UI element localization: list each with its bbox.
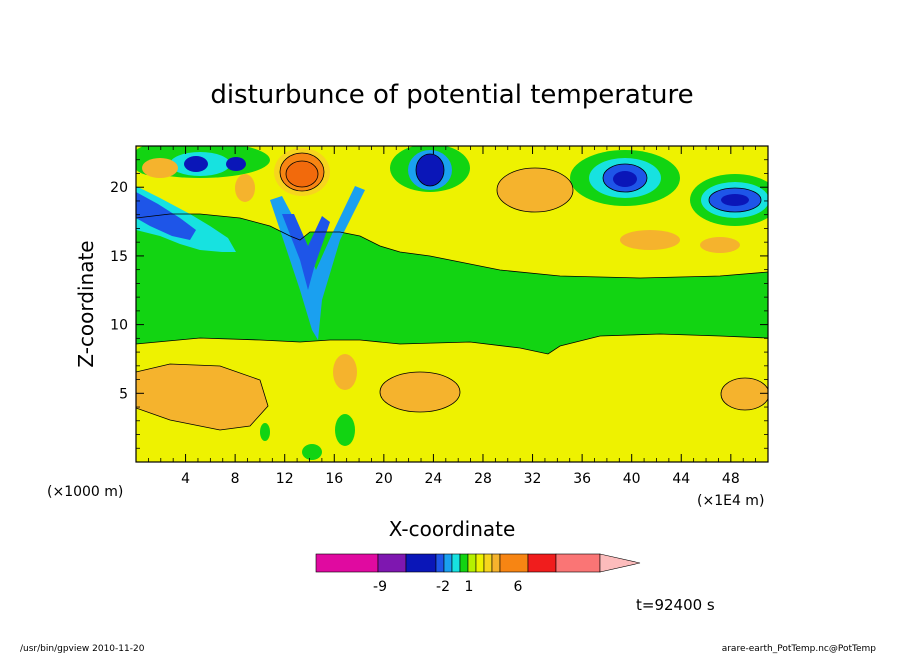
- x-tick-label: 24: [424, 471, 442, 487]
- x-axis: 4 8 12 16 20 24 28 32 36 40 44 48: [147, 146, 757, 487]
- colorbar-swatch: [459, 553, 469, 573]
- colorbar-swatch: [555, 553, 601, 573]
- colorbar-swatch: [451, 553, 461, 573]
- x-tick-label: 44: [672, 471, 690, 487]
- x-tick-label: 28: [474, 471, 492, 487]
- y-axis: 5 10 15 20: [110, 159, 768, 449]
- x-tick-label: 48: [722, 471, 740, 487]
- colorbar-swatch: [405, 553, 437, 573]
- warm-blob-lower-left: [136, 364, 268, 430]
- x-tick-label: 16: [325, 471, 343, 487]
- y-axis-label: Z-coordinate: [74, 240, 98, 367]
- footer-left: /usr/bin/gpview 2010-11-20: [20, 644, 145, 654]
- x-unit-right: (×1E4 m): [697, 493, 764, 509]
- time-label: t=92400 s: [636, 596, 715, 614]
- colorbar-label: -2: [436, 579, 450, 595]
- colorbar-swatch: [491, 553, 501, 573]
- cyan-region-left: [136, 186, 236, 252]
- colorbar-label: 6: [514, 579, 523, 595]
- colorbar-swatch: [467, 553, 477, 573]
- x-tick-label: 8: [231, 471, 240, 487]
- y-tick-label: 15: [110, 249, 128, 265]
- colorbar-swatch: [377, 553, 407, 573]
- x-tick-label: 32: [524, 471, 542, 487]
- y-tick-label: 20: [110, 180, 128, 196]
- x-tick-label: 4: [181, 471, 190, 487]
- plot-frame: [135, 145, 769, 463]
- contour-lines: [136, 152, 768, 431]
- colorbar-swatch: [435, 553, 445, 573]
- colorbar-swatch: [483, 553, 493, 573]
- x-axis-label: X-coordinate: [389, 517, 516, 541]
- colorbar-label: -9: [373, 579, 387, 595]
- colorbar-swatch: [443, 553, 453, 573]
- x-unit-left: (×1000 m): [47, 484, 123, 500]
- colorbar-swatch: [315, 553, 379, 573]
- chart-title: disturbunce of potential temperature: [210, 80, 693, 110]
- plot-area: [136, 146, 768, 462]
- x-tick-label: 12: [276, 471, 294, 487]
- x-tick-label: 20: [375, 471, 393, 487]
- colorbar-swatch: [527, 553, 557, 573]
- colorbar-arrow: [599, 553, 641, 573]
- colorbar-swatch: [499, 553, 529, 573]
- footer-right: arare-earth_PotTemp.nc@PotTemp: [722, 644, 877, 654]
- colorbar-label: 1: [465, 579, 474, 595]
- x-tick-label: 36: [573, 471, 591, 487]
- y-tick-label: 10: [110, 318, 128, 334]
- colorbar: [315, 553, 641, 573]
- colorbar-labels: -9 -2 1 6: [373, 579, 523, 595]
- x-tick-label: 40: [623, 471, 641, 487]
- colorbar-swatch: [475, 553, 485, 573]
- y-tick-label: 5: [119, 386, 128, 402]
